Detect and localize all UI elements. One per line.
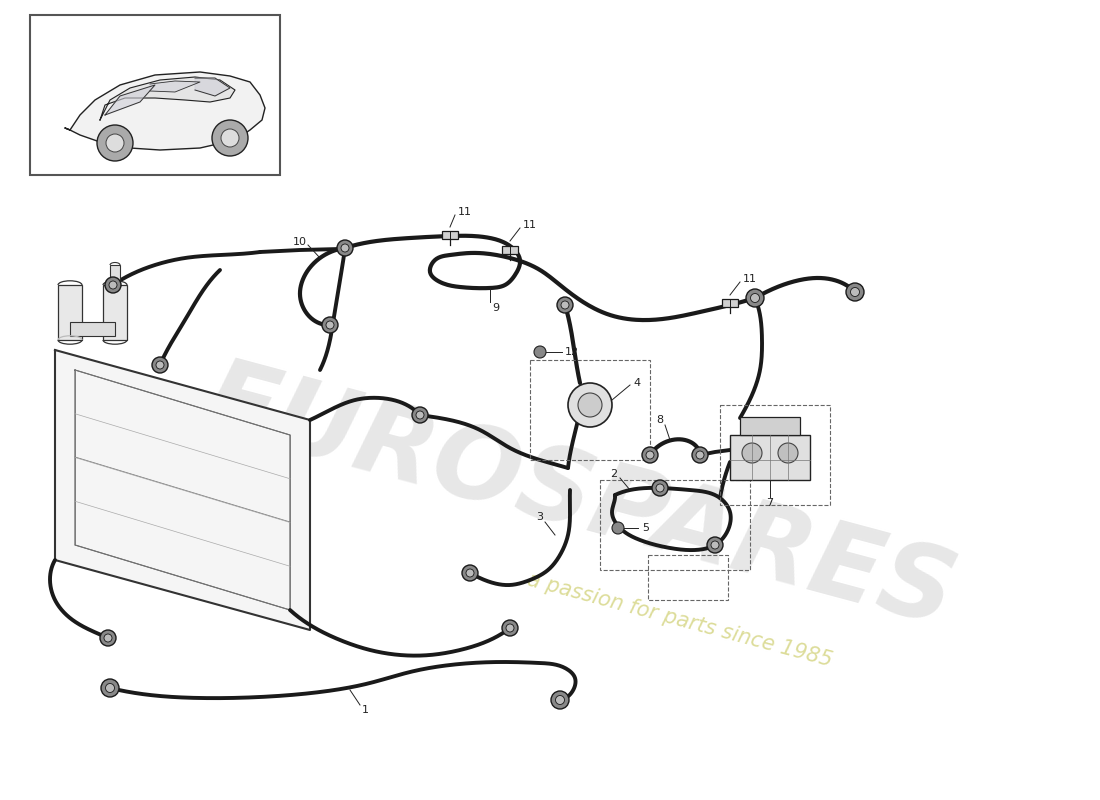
Polygon shape [55, 350, 310, 630]
Polygon shape [65, 72, 265, 150]
Circle shape [156, 361, 164, 369]
Circle shape [746, 289, 764, 307]
Text: a passion for parts since 1985: a passion for parts since 1985 [526, 570, 835, 670]
Bar [442, 231, 458, 239]
Circle shape [506, 624, 514, 632]
Bar [600, 480, 750, 570]
Bar [722, 299, 738, 307]
Circle shape [412, 407, 428, 423]
Polygon shape [150, 81, 200, 92]
Text: 12: 12 [565, 347, 579, 357]
Bar [30, 15, 280, 175]
Bar [730, 435, 810, 480]
Text: 1: 1 [362, 705, 369, 715]
Bar [502, 246, 518, 254]
Circle shape [652, 480, 668, 496]
Circle shape [337, 240, 353, 256]
Circle shape [534, 346, 546, 358]
Text: 7: 7 [767, 498, 773, 508]
Circle shape [341, 244, 349, 252]
Circle shape [642, 447, 658, 463]
Polygon shape [104, 85, 155, 115]
Circle shape [778, 443, 798, 463]
Circle shape [104, 277, 121, 293]
Circle shape [322, 317, 338, 333]
Circle shape [711, 541, 719, 549]
Text: 11: 11 [522, 220, 537, 230]
Bar [740, 417, 800, 435]
Circle shape [742, 443, 762, 463]
Circle shape [578, 393, 602, 417]
Circle shape [612, 522, 624, 534]
Bar [720, 405, 830, 505]
Circle shape [561, 301, 569, 309]
Polygon shape [195, 78, 230, 96]
Circle shape [707, 537, 723, 553]
Text: 8: 8 [657, 415, 663, 425]
Text: 5: 5 [642, 523, 649, 533]
Circle shape [551, 691, 569, 709]
Circle shape [101, 679, 119, 697]
Circle shape [212, 120, 248, 156]
Circle shape [646, 451, 654, 459]
Text: EUROSPARES: EUROSPARES [194, 351, 967, 649]
Circle shape [556, 695, 564, 705]
Text: 11: 11 [458, 207, 472, 217]
Circle shape [326, 321, 334, 329]
Circle shape [466, 569, 474, 577]
Circle shape [221, 129, 239, 147]
Text: 9: 9 [492, 303, 499, 313]
Bar [530, 360, 650, 460]
Text: 2: 2 [610, 469, 617, 479]
Text: 10: 10 [293, 237, 307, 247]
Circle shape [106, 134, 124, 152]
Circle shape [462, 565, 478, 581]
Text: 11: 11 [742, 274, 757, 284]
Circle shape [568, 383, 612, 427]
Circle shape [97, 125, 133, 161]
Bar [110, 265, 120, 285]
Circle shape [152, 357, 168, 373]
Circle shape [557, 297, 573, 313]
Circle shape [696, 451, 704, 459]
Circle shape [100, 630, 116, 646]
Bar [70, 322, 116, 336]
Bar [58, 285, 82, 340]
Circle shape [502, 620, 518, 636]
Circle shape [846, 283, 864, 301]
Circle shape [104, 634, 112, 642]
Text: 3: 3 [537, 512, 543, 522]
Circle shape [106, 683, 114, 693]
Polygon shape [100, 77, 235, 120]
Circle shape [692, 447, 708, 463]
Circle shape [656, 484, 664, 492]
Circle shape [850, 287, 859, 297]
Text: 4: 4 [632, 378, 640, 388]
Bar [648, 555, 728, 600]
Circle shape [416, 411, 424, 419]
Circle shape [109, 281, 117, 289]
Bar [103, 285, 127, 340]
Circle shape [750, 294, 759, 302]
